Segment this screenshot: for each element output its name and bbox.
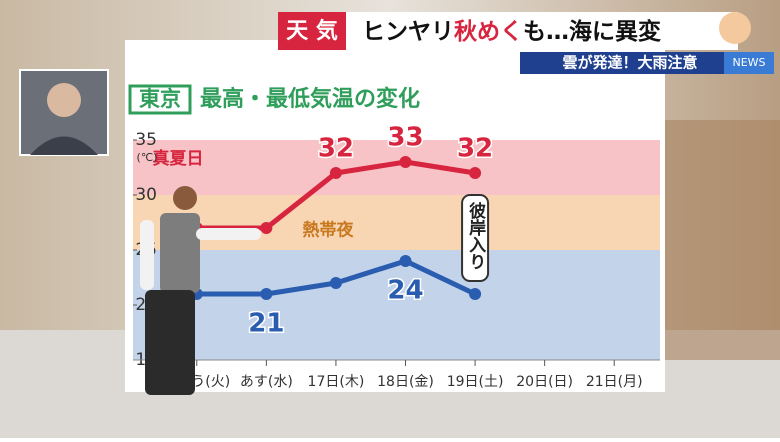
annotation-box [461, 194, 490, 282]
band [133, 195, 660, 250]
place-label: 東京 [139, 87, 181, 111]
point [329, 167, 342, 179]
x-tick-label: 18日(金) [377, 374, 434, 390]
value-label: 33 [387, 123, 423, 153]
headline-bar [278, 12, 738, 50]
headline-part: 秋めく [454, 19, 523, 45]
annotation: 彼岸入り [465, 201, 486, 270]
y-axis-label: (℃) [137, 151, 158, 164]
point [469, 288, 482, 300]
presenter-head [173, 186, 197, 210]
studio-wall [665, 120, 780, 360]
y-tick-label: 30 [135, 185, 157, 205]
logo-box [724, 52, 774, 74]
headline-part: 海に異変 [569, 18, 661, 45]
place-box [128, 84, 192, 115]
band [133, 140, 660, 195]
headline-part: も… [523, 19, 569, 45]
presenter-arm [140, 220, 154, 290]
value-label: 24 [387, 276, 423, 306]
x-tick-label: 21日(月) [586, 374, 643, 390]
x-tick-label: あす(水) [240, 374, 293, 390]
x-tick-label: 17日(木) [308, 374, 365, 390]
point [399, 255, 412, 267]
band-label: 熱帯夜 [303, 220, 355, 241]
tag-box [278, 12, 346, 50]
headline: ヒンヤリ秋めくも…海に異変 [362, 18, 661, 45]
anchor-suit [30, 136, 98, 155]
subhead-bar [520, 52, 738, 74]
point [329, 277, 342, 289]
chart-title: 最高・最低気温の変化 [200, 86, 420, 112]
value-label: 32 [318, 134, 354, 164]
presenter [140, 186, 261, 395]
value-label: 21 [248, 309, 284, 339]
x-tick-label: 20日(日) [516, 374, 573, 390]
tag-label: 天 気 [286, 18, 338, 44]
logo: NEWS [732, 56, 765, 69]
presenter-vest [160, 213, 200, 293]
plot: 真夏日熱帯夜1520253035(℃)きょう(火)あす(水)17日(木)18日(… [133, 121, 660, 390]
band [133, 250, 660, 360]
x-tick-label: 19日(土) [447, 374, 504, 390]
subhead: 雲が発達！大雨注意 [562, 54, 697, 72]
presenter-arm [196, 228, 261, 240]
value-label: 32 [457, 134, 493, 164]
point [260, 222, 273, 234]
y-tick-label: 35 [135, 130, 157, 150]
anchor-face [47, 83, 81, 117]
point [260, 288, 273, 300]
headline-part: ヒンヤリ [362, 19, 454, 45]
point [469, 167, 482, 179]
mascot [719, 12, 751, 44]
presenter-legs [145, 290, 195, 395]
band-label: 真夏日 [153, 148, 204, 169]
point [399, 156, 412, 168]
